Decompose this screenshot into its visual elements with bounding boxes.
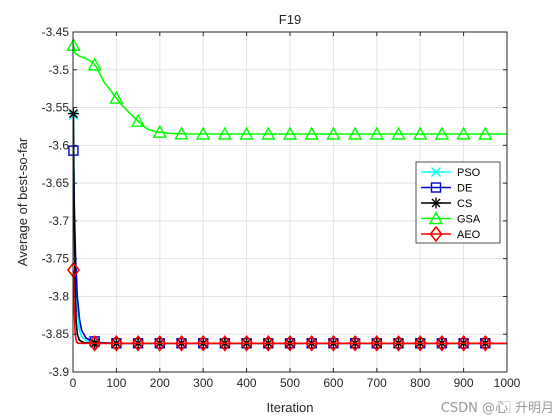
point-gsa (347, 126, 363, 140)
point-aeo (305, 334, 319, 352)
point-gsa (152, 124, 167, 138)
legend-item-aeo: AEO (421, 225, 481, 243)
chart-title: F19 (279, 12, 301, 27)
legend-label-aeo: AEO (457, 229, 481, 241)
point-aeo (348, 334, 362, 352)
point-gsa (369, 126, 384, 140)
point-aeo (457, 334, 471, 352)
x-axis-title: Iteration (267, 400, 314, 415)
point-aeo (283, 334, 297, 352)
x-tick-label: 0 (70, 376, 77, 390)
legend-item-gsa: GSA (421, 211, 481, 226)
point-aeo (240, 334, 254, 352)
point-gsa (130, 113, 146, 127)
series-line-aeo (72, 269, 507, 345)
point-aeo (413, 334, 427, 352)
point-gsa (434, 126, 450, 140)
point-gsa (413, 126, 428, 140)
point-aeo (109, 334, 123, 352)
point-aeo (218, 334, 232, 352)
point-gsa (196, 126, 211, 140)
legend-item-pso: PSO (421, 167, 481, 179)
point-gsa (109, 90, 124, 104)
x-tick-label: 500 (280, 376, 300, 390)
legend-item-de: DE (421, 182, 472, 195)
legend-label-de: DE (457, 183, 472, 195)
y-tick-label: -3.55 (42, 101, 70, 115)
x-tick-label: 1000 (494, 376, 521, 390)
legend-item-cs: CS (421, 197, 472, 210)
y-tick-label: -3.45 (42, 25, 70, 39)
y-axis-title: Average of best-so-far (15, 137, 30, 266)
legend-label-pso: PSO (457, 167, 481, 179)
y-tick-label: -3.75 (42, 252, 70, 266)
y-tick-label: -3.65 (42, 176, 70, 190)
x-tick-label: 800 (410, 376, 430, 390)
point-gsa (261, 126, 276, 140)
y-tick-label: -3.8 (48, 289, 69, 303)
legend: PSO DE CS GSA AEO (415, 161, 501, 244)
point-gsa (326, 126, 341, 140)
point-gsa (304, 126, 319, 140)
x-tick-label: 300 (193, 376, 213, 390)
y-tick-label: -3.7 (48, 214, 69, 228)
x-tick-label: 100 (106, 376, 126, 390)
series-line-gsa (72, 43, 507, 135)
legend-marker-de (430, 182, 442, 193)
point-gsa (87, 57, 102, 71)
x-tick-label: 700 (367, 376, 387, 390)
y-tick-label: -3.6 (48, 138, 69, 152)
point-gsa (282, 126, 298, 140)
point-aeo (435, 334, 449, 352)
legend-marker-cs (430, 197, 442, 209)
point-aeo (196, 334, 210, 352)
legend-label-gsa: GSA (457, 214, 481, 226)
point-gsa (456, 126, 471, 140)
grid (73, 32, 507, 372)
legend-marker-pso (431, 167, 441, 177)
point-aeo (174, 334, 189, 352)
point-aeo (153, 334, 167, 352)
legend-marker-aeo (429, 225, 443, 243)
x-tick-label: 900 (454, 376, 474, 390)
series-gsa (66, 37, 507, 140)
series-layer (66, 37, 507, 352)
legend-label-cs: CS (457, 198, 472, 210)
x-tick-label: 200 (150, 376, 170, 390)
point-aeo (478, 334, 492, 352)
y-tick-label: -3.9 (48, 365, 69, 379)
x-tick-label: 400 (237, 376, 257, 390)
point-aeo (88, 334, 102, 352)
watermark: CSDN @心 ⃞ 升明月 (440, 401, 554, 416)
y-tick-label: -3.5 (48, 63, 69, 77)
point-gsa (478, 126, 493, 140)
point-aeo (261, 334, 275, 352)
point-gsa (391, 126, 406, 140)
point-aeo (326, 334, 340, 352)
series-aeo (66, 261, 507, 352)
point-gsa (174, 126, 189, 140)
legend-marker-gsa (428, 211, 444, 225)
x-tick-label: 600 (323, 376, 343, 390)
y-tick-label: -3.85 (42, 327, 70, 341)
point-gsa (239, 126, 254, 140)
point-aeo (131, 334, 145, 352)
point-gsa (217, 126, 233, 140)
ticks: 0 100 200 300 400 500 600 700 800 900 1000 -3.45 -3.… (42, 25, 521, 390)
point-aeo (391, 334, 406, 352)
point-aeo (370, 334, 384, 352)
